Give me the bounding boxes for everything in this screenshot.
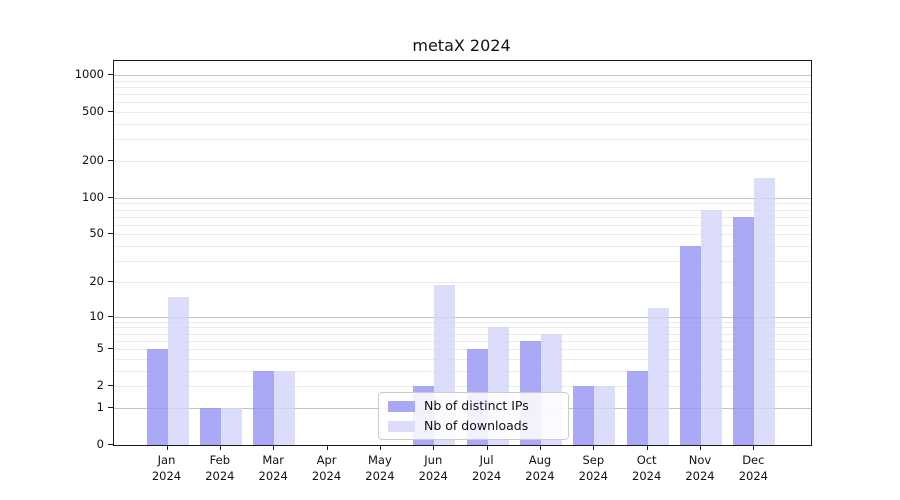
bar-nb-of-downloads-feb [220,407,242,445]
gridline-80 [114,209,811,211]
x-axis-label-dec: Dec 2024 [738,453,768,483]
y-axis-tick-label-50: 50 [89,226,104,241]
bar-nb-of-distinct-ips-dec [733,216,755,445]
y-axis-tick-label-0: 0 [96,437,104,451]
gridline-900 [114,80,811,82]
x-tick-mark-feb [219,445,221,450]
gridline-70 [114,216,811,218]
gridline-1000 [114,75,811,77]
y-axis-tick-label-200: 200 [82,153,104,167]
bar-nb-of-distinct-ips-nov [680,246,701,445]
y-tick-mark-1000 [108,74,113,76]
y-tick-mark-5 [108,348,113,350]
x-axis-label-may: May 2024 [365,453,395,483]
gridline-700 [114,94,811,96]
y-tick-mark-200 [108,160,113,161]
x-axis-label-apr: Apr 2024 [311,453,342,483]
y-axis-tick-label-10: 10 [89,308,104,323]
gridline-40 [114,246,811,248]
x-axis-label-nov: Nov 2024 [685,453,715,483]
legend: Nb of distinct IPs Nb of downloads [378,392,569,440]
legend-label-downloads: Nb of downloads [424,418,529,433]
gridline-400 [114,124,811,126]
y-axis-tick-label-20: 20 [89,273,104,288]
gridline-60 [114,224,811,226]
gridline-30 [114,261,811,263]
bar-nb-of-downloads-sep [594,386,616,445]
gridline-300 [114,139,811,141]
bar-nb-of-distinct-ips-feb [199,407,221,445]
bar-nb-of-distinct-ips-jan [146,349,168,445]
gridline-10 [114,316,811,318]
x-axis-label-aug: Aug 2024 [525,453,555,483]
bar-nb-of-distinct-ips-oct [626,370,648,445]
x-tick-mark-dec [753,445,755,450]
bar-nb-of-distinct-ips-sep [573,386,595,445]
bar-nb-of-downloads-nov [701,209,722,445]
x-tick-mark-jan [166,445,168,450]
gridline-4 [114,358,811,360]
y-axis-tick-label-100: 100 [82,189,104,204]
x-axis-label-jun: Jun 2024 [418,453,448,483]
y-tick-mark-1 [108,406,113,408]
x-tick-mark-apr [326,445,328,450]
y-axis-tick-label-1000: 1000 [74,67,104,82]
x-tick-mark-aug [539,445,541,450]
gridline-800 [114,86,811,88]
y-axis-tick-label-5: 5 [96,341,104,356]
gridline-9 [114,321,811,323]
bar-nb-of-downloads-jan [167,296,189,445]
x-tick-mark-sep [593,445,595,450]
gridline-50 [114,234,811,236]
bar-nb-of-downloads-dec [754,178,776,445]
y-tick-mark-20 [108,280,113,282]
legend-entry-downloads: Nb of downloads [388,419,558,433]
y-tick-mark-0 [108,444,113,445]
x-axis-label-sep: Sep 2024 [578,453,608,483]
gridline-100 [114,197,811,199]
bar-nb-of-downloads-oct [647,307,669,445]
x-axis-label-feb: Feb 2024 [205,453,235,483]
bar-nb-of-distinct-ips-mar [253,370,275,445]
y-axis-tick-label-1: 1 [96,399,104,414]
gridline-3 [114,370,811,372]
x-axis-label-mar: Mar 2024 [258,453,288,483]
gridline-7 [114,333,811,335]
legend-swatch-downloads [388,420,415,432]
x-tick-mark-jul [486,445,488,450]
x-tick-mark-nov [700,445,701,450]
legend-swatch-distinct-ips [388,400,415,412]
gridline-8 [114,327,811,329]
gridline-500 [114,112,811,114]
y-tick-mark-10 [108,315,113,317]
chart-title: metaX 2024 [412,36,511,55]
plot-area [113,60,812,446]
y-axis-tick-label-500: 500 [82,104,104,119]
x-tick-mark-mar [273,445,275,450]
y-tick-mark-50 [108,233,113,235]
gridline-20 [114,281,811,283]
x-tick-mark-oct [646,445,648,450]
gridline-90 [114,203,811,205]
gridline-600 [114,102,811,104]
bar-nb-of-downloads-mar [274,370,296,445]
legend-entry-distinct-ips: Nb of distinct IPs [388,399,558,413]
gridline-5 [114,349,811,351]
y-tick-mark-100 [108,196,113,198]
x-axis-label-oct: Oct 2024 [632,453,662,483]
x-axis-label-jul: Jul 2024 [471,453,502,483]
y-tick-mark-500 [108,111,113,113]
gridline-200 [114,161,811,162]
y-tick-mark-2 [108,385,113,387]
legend-label-distinct-ips: Nb of distinct IPs [424,398,529,413]
x-tick-mark-may [379,445,381,450]
x-axis-label-jan: Jan 2024 [151,453,182,483]
gridline-2 [114,386,811,388]
y-axis-tick-label-2: 2 [96,378,104,393]
x-tick-mark-jun [433,445,435,450]
gridline-6 [114,340,811,342]
